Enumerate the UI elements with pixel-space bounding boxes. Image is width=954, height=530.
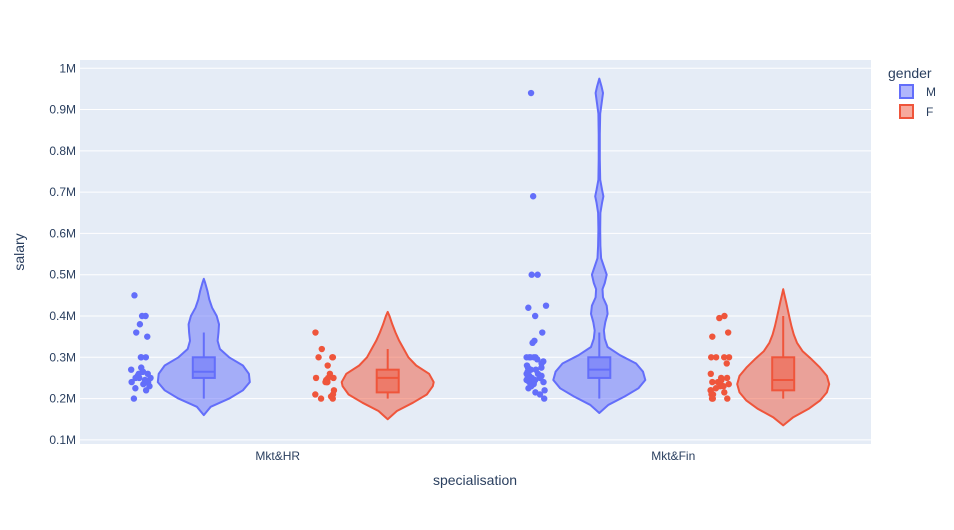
legend: gender MF <box>888 65 936 119</box>
y-tick-label: 0.8M <box>49 144 76 158</box>
y-tick-label: 0.9M <box>49 103 76 117</box>
data-point <box>540 378 547 386</box>
data-point <box>142 354 150 361</box>
y-tick-label: 0.6M <box>49 226 76 240</box>
violin-group-f <box>707 288 831 427</box>
data-point <box>132 385 139 392</box>
data-point <box>127 366 135 373</box>
data-point <box>721 312 728 320</box>
data-point <box>534 356 541 363</box>
legend-swatch <box>899 104 914 119</box>
data-point <box>140 380 147 388</box>
data-point <box>133 329 140 336</box>
data-point <box>312 374 320 382</box>
data-point <box>538 364 545 371</box>
data-point <box>723 360 730 367</box>
y-axis-title: salary <box>11 233 27 270</box>
data-point <box>536 391 544 398</box>
data-point <box>540 395 548 402</box>
violin-shape <box>552 77 647 414</box>
data-point <box>716 314 723 322</box>
data-point <box>707 370 715 378</box>
chart-marks <box>127 77 831 427</box>
data-point <box>525 385 532 392</box>
legend-items: MF <box>899 84 936 119</box>
box-iqr <box>375 368 400 394</box>
data-point <box>130 395 138 402</box>
data-point <box>324 362 331 369</box>
data-point <box>142 387 150 394</box>
data-point <box>315 354 322 361</box>
data-point <box>712 385 720 392</box>
data-point <box>138 354 145 361</box>
data-point <box>131 292 138 299</box>
y-tick-label: 0.4M <box>49 309 76 323</box>
data-point <box>708 354 715 361</box>
violin-group-f <box>312 310 435 421</box>
legend-item-m: M <box>899 84 936 99</box>
data-point <box>709 333 716 340</box>
violin-group-m <box>523 77 647 414</box>
data-point <box>720 354 728 361</box>
data-point <box>531 312 539 320</box>
data-point <box>329 395 336 402</box>
data-point <box>721 389 728 396</box>
y-tick-label: 0.1M <box>49 433 76 447</box>
data-point <box>318 345 326 353</box>
data-point <box>138 312 146 320</box>
legend-label: F <box>926 105 933 119</box>
x-axis-title: specialisation <box>433 472 517 488</box>
data-point <box>144 333 151 340</box>
data-point <box>132 374 139 382</box>
data-point <box>712 354 720 361</box>
legend-item-f: F <box>899 104 933 119</box>
data-point <box>539 329 546 336</box>
y-tick-label: 0.7M <box>49 185 76 199</box>
data-point <box>724 395 731 402</box>
data-point <box>725 380 732 388</box>
legend-title: gender <box>888 65 932 81</box>
violin-group-m <box>127 277 251 417</box>
box-iqr <box>771 356 796 392</box>
box-iqr <box>191 356 216 379</box>
y-tick-label: 0.5M <box>49 268 76 282</box>
data-point <box>323 378 331 386</box>
data-point <box>709 378 716 386</box>
data-point <box>725 354 733 361</box>
data-point <box>317 395 325 402</box>
x-tick-label: Mkt&HR <box>255 449 300 463</box>
data-point <box>527 89 535 97</box>
legend-label: M <box>926 85 936 99</box>
box-iqr <box>587 356 612 379</box>
data-point <box>541 387 548 394</box>
y-tick-labels: 0.1M 0.2M 0.3M 0.4M 0.5M 0.6M 0.7M 0.8M 0.9M 1M <box>49 61 76 447</box>
data-point <box>542 302 550 309</box>
data-point <box>529 193 537 200</box>
legend-swatch <box>899 84 914 99</box>
y-tick-label: 0.2M <box>49 392 76 406</box>
data-point <box>312 391 319 398</box>
y-tick-label: 0.3M <box>49 350 76 364</box>
data-point <box>528 271 535 278</box>
data-point <box>723 374 731 382</box>
data-point <box>128 378 135 386</box>
data-point <box>534 271 541 278</box>
y-tick-label: 1M <box>59 61 76 75</box>
data-point <box>529 339 536 347</box>
x-tick-labels: Mkt&HR Mkt&Fin <box>255 449 695 463</box>
x-tick-label: Mkt&Fin <box>651 449 695 463</box>
data-point <box>329 354 337 361</box>
data-point <box>330 374 337 382</box>
data-point <box>724 329 732 336</box>
data-point <box>312 329 319 336</box>
data-point <box>525 304 532 311</box>
data-point <box>136 321 144 328</box>
data-point <box>527 354 534 361</box>
data-point <box>709 395 716 402</box>
